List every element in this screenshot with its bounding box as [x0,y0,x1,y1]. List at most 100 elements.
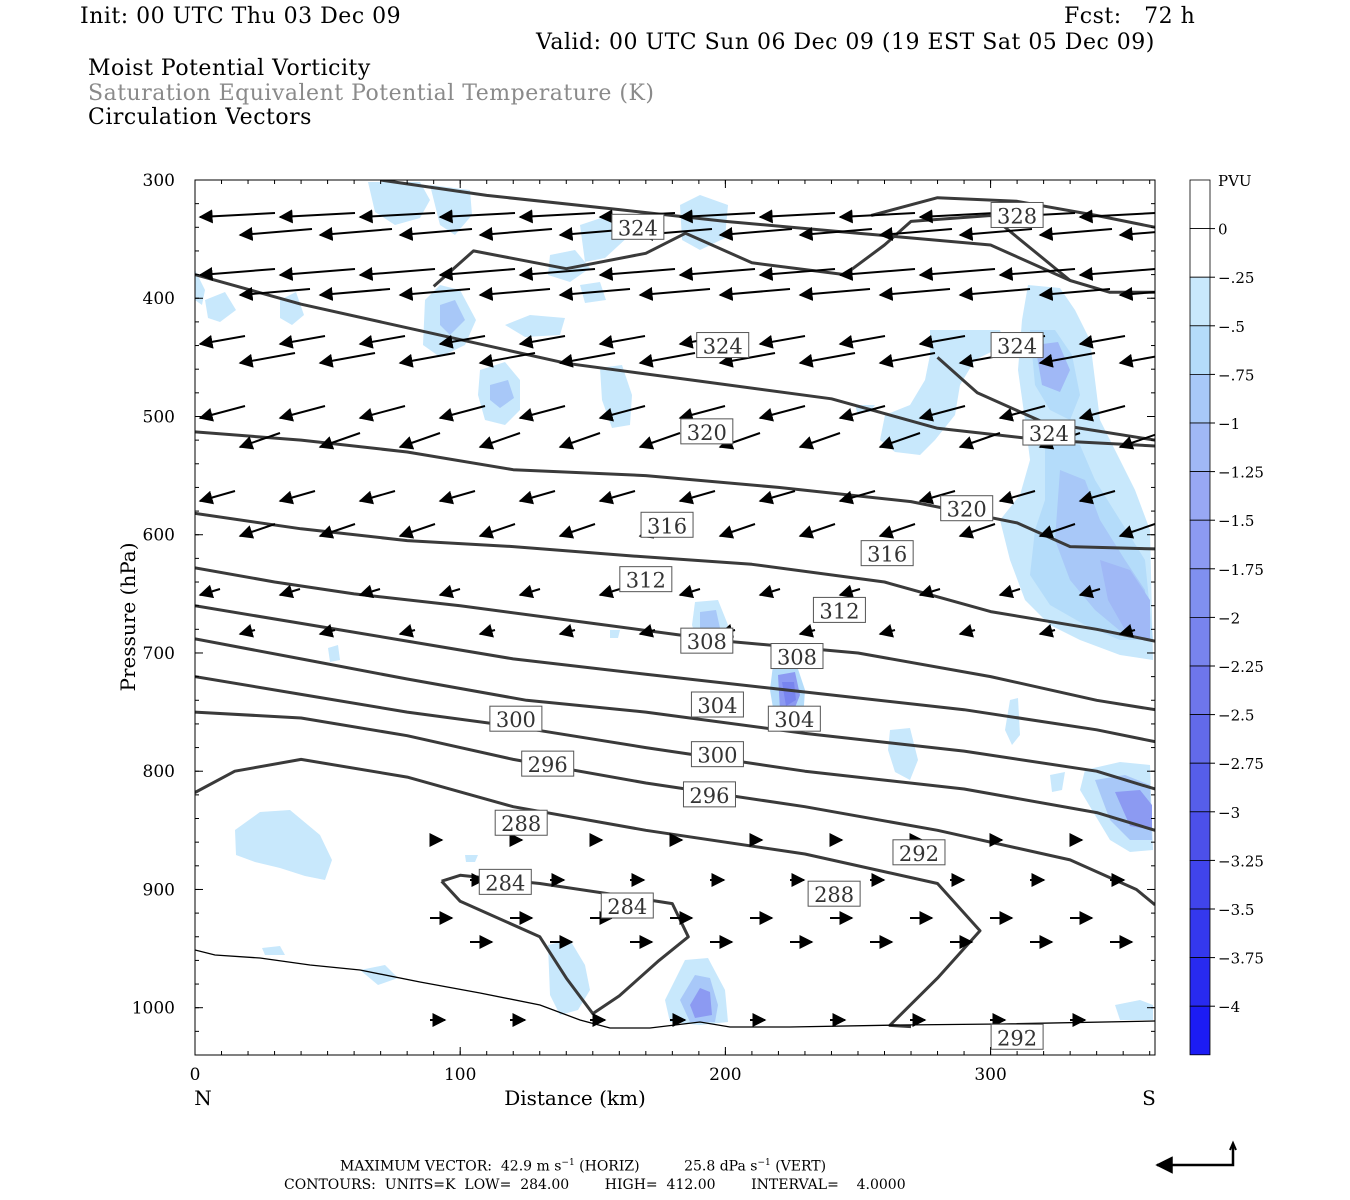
circulation-vector [278,490,316,505]
x-tick-label: 200 [709,1065,741,1085]
theta-contour-320 [195,273,1155,448]
circulation-vector [198,209,276,224]
circulation-vector [638,352,696,368]
y-tick-label: 1000 [132,999,175,1019]
contour-label-text: 328 [997,204,1037,228]
circulation-vector [678,405,726,422]
circulation-vector [398,226,473,241]
colorbar-level-label: −.5 [1218,318,1245,336]
circulation-vector [238,432,281,450]
pv-blob [280,292,304,325]
contour-label-box [767,705,821,732]
contour-label-box [990,1023,1044,1050]
contour-label-text: 284 [485,871,525,895]
circulation-vector [318,432,361,450]
contour-label-text: 284 [607,895,647,919]
y-axis-label: Pressure (hPa) [116,543,140,692]
contour-label-box [807,880,861,907]
init-time: Init: 00 UTC Thu 03 Dec 09 [80,4,402,29]
max-vector-vert-unit: (VERT) [775,1158,827,1175]
circulation-vector [1118,523,1155,539]
circulation-vector [758,334,806,349]
colorbar-level-label: −1.25 [1218,464,1264,482]
circulation-vector [518,334,566,349]
circulation-vector [758,405,806,422]
contour-label: 312 [619,566,673,593]
circulation-vector [398,523,436,539]
contour-label-text: 308 [777,646,817,670]
colorbar-cell [1189,519,1211,570]
circulation-vector [758,209,836,224]
contour-label: 292 [990,1023,1044,1050]
x-tick-label: 300 [974,1065,1006,1085]
circulation-vector [358,405,406,422]
circulation-vector [798,523,836,539]
circulation-vector [198,334,246,349]
colorbar-level-label: −3 [1218,804,1240,822]
max-vector-text: MAXIMUM VECTOR: 42.9 m s−1 (HORIZ) 25.8 … [340,1158,827,1175]
circulation-vector [558,432,601,450]
colorbar-level-label: −.25 [1218,269,1254,287]
circulation-vector [838,334,886,349]
contour-label-text: 292 [899,842,939,866]
contour-label: 324 [611,213,665,240]
circulation-vector [358,267,436,281]
contour-label: 288 [807,880,861,907]
contour-label: 304 [767,705,821,732]
circulation-vector [998,405,1046,422]
circulation-vector [638,432,681,450]
contour-label: 324 [696,332,750,359]
circulation-vector [518,584,541,599]
circulation-vector [598,584,621,599]
circulation-vector [678,490,716,505]
pv-shading [195,182,1153,1025]
colorbar-cell [1189,860,1211,910]
circulation-vector [438,405,486,422]
pv-blob [328,645,340,662]
circulation-vector [438,334,486,349]
circulation-vector [278,405,326,422]
contour-label-text: 320 [687,421,727,445]
pv-blob [888,728,918,780]
circulation-vector [478,623,496,638]
circulation-vector [998,584,1021,599]
circulation-vector [918,209,996,224]
circulation-vector [1118,433,1155,450]
circulation-vector [958,523,996,539]
colorbar-level-label: −3.5 [1218,901,1254,919]
contour-label-text: 312 [819,599,859,623]
circulation-vector [238,286,311,301]
pv-blob [1100,560,1150,640]
contour-label-box [619,566,673,593]
pv-blob [195,270,205,305]
pv-blob [782,682,796,706]
pv-blob [880,330,1005,455]
contour-label-box [600,892,654,919]
colorbar-cell [1189,325,1211,375]
circulation-vector [1038,523,1076,539]
theta-contour-296 [195,675,1155,832]
circulation-vector [358,209,436,224]
circulation-vector [678,267,756,281]
contour-label-box [680,627,734,654]
contour-label-text: 300 [496,708,536,732]
y-tick-label: 600 [143,526,175,546]
circulation-vector [318,352,376,368]
circulation-vector [758,584,781,599]
colorbar-cell [1189,957,1211,1007]
circulation-vector [478,352,536,368]
colorbar: PVU 0 −.25 −.5 −.75 −1 −1.25 −1.5 −1.75 −2 −2.25 −2… [1189,172,1264,1056]
circulation-vector [598,490,636,505]
colorbar-cell [1189,276,1211,327]
circulation-vector [718,286,791,301]
circulation-vector [838,490,876,505]
y-tick-label: 900 [143,880,175,900]
pv-blob [262,946,285,955]
axes: 0 100 200 300 300 400 500 600 700 800 900 1000 Dista… [116,171,1156,1110]
colorbar-level-label: −3.25 [1218,852,1264,870]
colorbar-title: PVU [1218,172,1252,190]
circulation-vector [878,286,951,301]
y-tick-label: 300 [143,171,175,191]
contour-label-box [521,750,575,777]
